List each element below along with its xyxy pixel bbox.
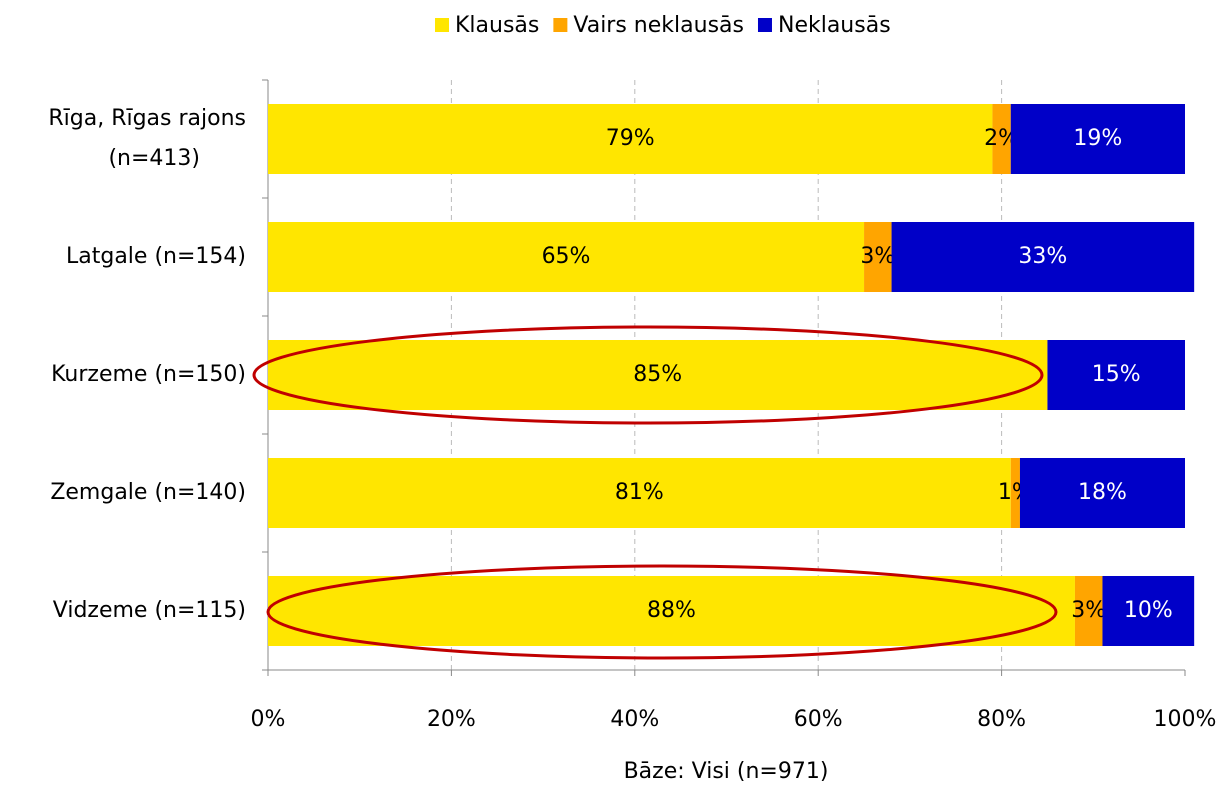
y-tick-label: Vidzeme (n=115) xyxy=(53,598,246,623)
data-label: 88% xyxy=(647,598,696,623)
data-label: 85% xyxy=(633,362,682,387)
bar-segment xyxy=(1047,340,1185,410)
data-label: 19% xyxy=(1073,126,1122,151)
legend-label: Vairs neklausās xyxy=(573,13,744,38)
legend-label: Klausās xyxy=(455,13,539,38)
data-label: 81% xyxy=(615,480,664,505)
y-tick-label: Rīga, Rīgas rajons (n=413) xyxy=(48,106,246,171)
x-tick-label: 100% xyxy=(1154,707,1217,732)
highlight-ellipse xyxy=(266,564,1058,660)
data-label: 3% xyxy=(1071,598,1106,623)
y-tick-label: Zemgale (n=140) xyxy=(50,480,246,505)
bar-segment xyxy=(268,104,993,174)
x-tick-label: 40% xyxy=(610,707,659,732)
bar-segment xyxy=(268,340,1048,410)
bar-segment xyxy=(992,104,1011,174)
data-label: 65% xyxy=(542,244,591,269)
data-label: 10% xyxy=(1124,598,1173,623)
x-tick-label: 0% xyxy=(251,707,286,732)
y-tick-label: Latgale (n=154) xyxy=(66,244,246,269)
bar-segment xyxy=(891,222,1195,292)
bar-segment xyxy=(1074,576,1103,646)
bar-segment xyxy=(268,222,865,292)
legend-swatch xyxy=(553,18,568,32)
x-tick-label: 60% xyxy=(794,707,843,732)
bar-segment xyxy=(1010,104,1185,174)
y-tick-label: Kurzeme (n=150) xyxy=(51,362,246,387)
legend-swatch xyxy=(757,18,772,32)
bar-segment xyxy=(1102,576,1195,646)
data-label: 33% xyxy=(1018,244,1067,269)
legend-label: Neklausās xyxy=(778,13,891,38)
bar-segment xyxy=(1010,458,1020,528)
bar-segment xyxy=(1019,458,1185,528)
bar-segment xyxy=(864,222,892,292)
data-label: 18% xyxy=(1078,480,1127,505)
x-tick-label: 80% xyxy=(977,707,1026,732)
highlight-ellipse xyxy=(252,325,1044,425)
data-label: 3% xyxy=(860,244,895,269)
data-label: 79% xyxy=(606,126,655,151)
x-tick-label: 20% xyxy=(427,707,476,732)
x-axis-label: Bāze: Visi (n=971) xyxy=(624,759,829,784)
bar-segment xyxy=(268,576,1075,646)
legend-swatch xyxy=(435,18,449,32)
bar-segment xyxy=(268,458,1011,528)
data-label: 15% xyxy=(1092,362,1141,387)
